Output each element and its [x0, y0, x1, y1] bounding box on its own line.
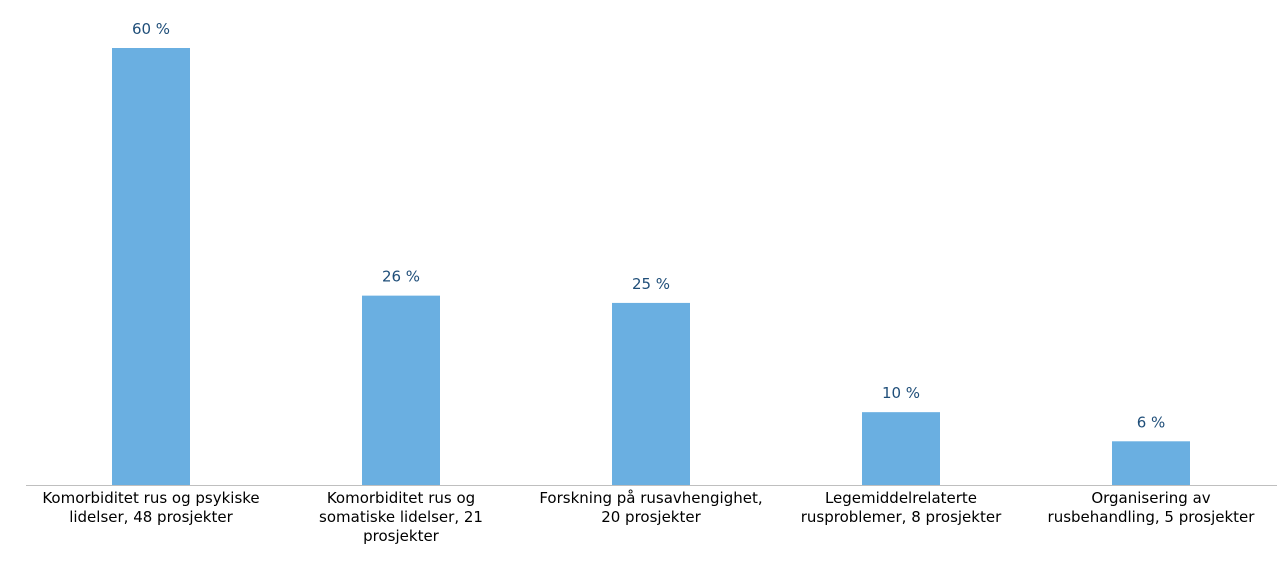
bar	[862, 412, 940, 485]
value-label: 26 %	[382, 268, 420, 286]
value-label: 60 %	[132, 20, 170, 38]
bar	[112, 48, 190, 485]
bar	[362, 295, 440, 485]
x-tick-label: Legemiddelrelaterte rusproblemer, 8 pros…	[800, 489, 1002, 526]
bar	[1112, 441, 1190, 485]
value-label: 10 %	[882, 384, 920, 402]
bar	[612, 302, 690, 485]
x-tick-label: Organisering av rusbehandling, 5 prosjek…	[1047, 489, 1255, 526]
x-tick-label: Komorbiditet rus og somatiske lidelser, …	[319, 489, 483, 545]
x-tick-label: Komorbiditet rus og psykiske lidelser, 4…	[42, 489, 260, 526]
value-label: 25 %	[632, 275, 670, 293]
value-label: 6 %	[1137, 413, 1166, 431]
x-tick-label: Forskning på rusavhengighet, 20 prosjekt…	[539, 489, 763, 526]
